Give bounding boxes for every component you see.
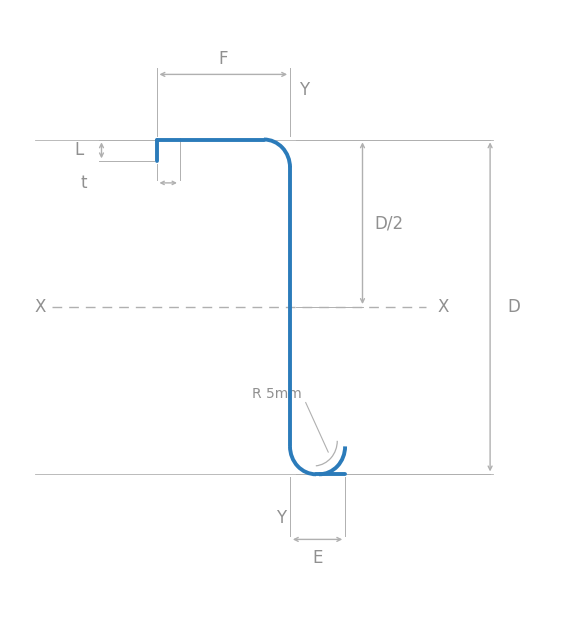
Text: L: L <box>75 141 84 159</box>
Text: t: t <box>81 174 87 192</box>
Text: D: D <box>508 298 520 316</box>
Text: E: E <box>313 549 322 567</box>
Text: X: X <box>35 298 46 316</box>
Text: D/2: D/2 <box>374 214 403 232</box>
Text: R 5mm: R 5mm <box>252 387 302 401</box>
Text: Y: Y <box>299 81 309 99</box>
Text: Y: Y <box>276 508 287 527</box>
Text: X: X <box>438 298 450 316</box>
Text: F: F <box>219 50 228 68</box>
